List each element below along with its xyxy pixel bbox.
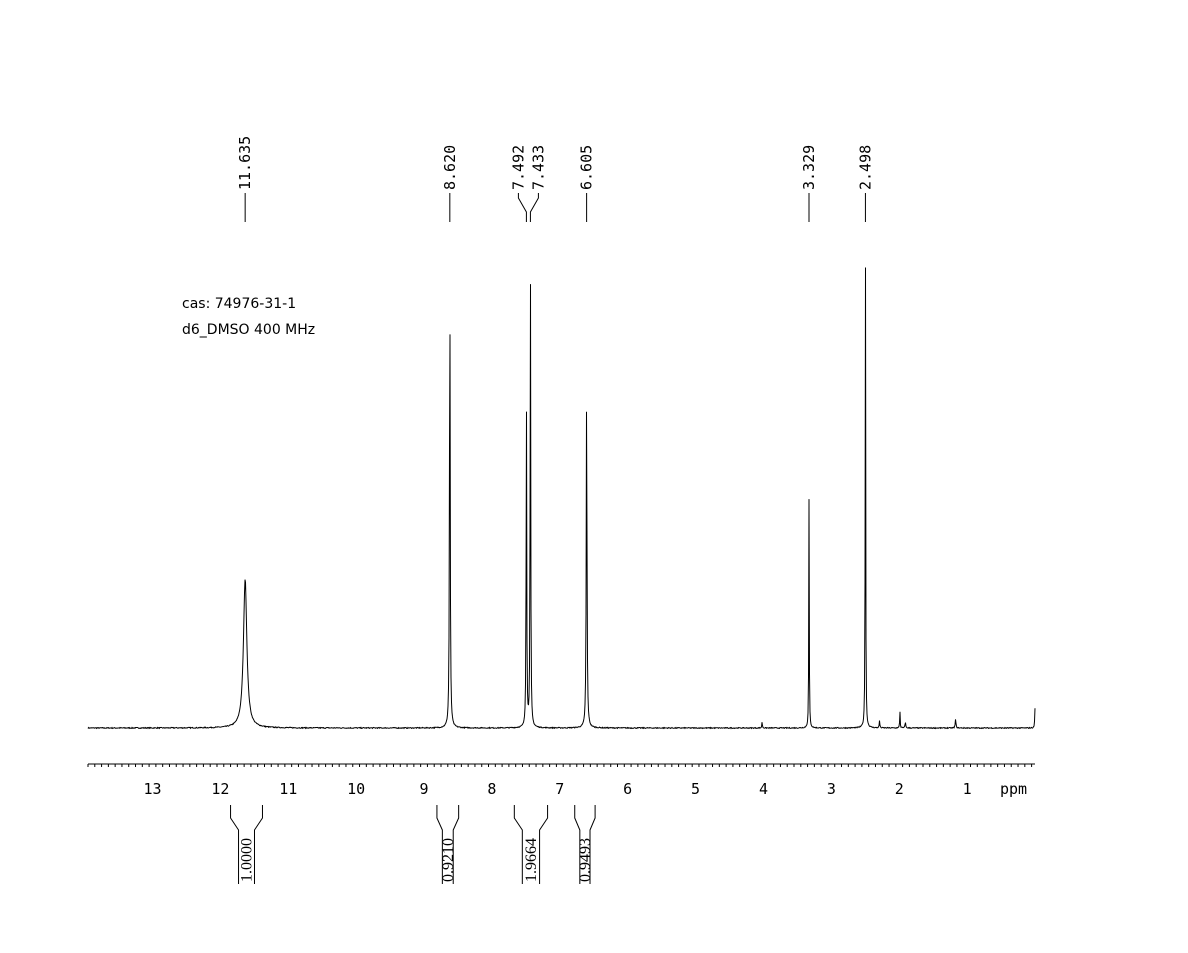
integral-region: 1.0000 xyxy=(230,805,263,884)
peak-label-text: 8.620 xyxy=(441,145,459,190)
integral-bracket-right xyxy=(452,805,460,884)
x-tick-label: 7 xyxy=(555,780,564,798)
x-tick-label: 4 xyxy=(759,780,768,798)
x-tick-label: 1 xyxy=(963,780,972,798)
peak-label-text: 7.433 xyxy=(529,145,547,190)
peak-label: 3.329 xyxy=(800,145,818,222)
integral-bracket-left xyxy=(574,805,581,884)
integral-value: 1.0000 xyxy=(239,838,256,882)
peak-label-text: 2.498 xyxy=(856,145,874,190)
x-tick-label: 2 xyxy=(895,780,904,798)
peak-label: 2.498 xyxy=(856,145,874,222)
x-tick-label: 12 xyxy=(211,780,229,798)
spectrum-trace xyxy=(87,267,1036,730)
x-tick-label: 5 xyxy=(691,780,700,798)
integral-bracket-left xyxy=(230,805,240,884)
sample-cas-label: cas: 74976-31-1 xyxy=(182,296,297,312)
peak-label: 7.433 xyxy=(529,145,547,222)
peak-label: 7.492 xyxy=(509,145,527,222)
peak-label-text: 6.605 xyxy=(578,145,596,190)
peak-label-leader xyxy=(517,193,527,222)
integral-region: 0.9493 xyxy=(574,805,596,884)
integral-region: 1.9664 xyxy=(513,805,549,884)
peak-label: 6.605 xyxy=(578,145,596,222)
integral-bracket-left xyxy=(513,805,523,884)
integral-value: 1.9664 xyxy=(523,838,540,882)
x-tick-label: 6 xyxy=(623,780,632,798)
peak-label-leader xyxy=(529,193,539,222)
integral-bracket-left xyxy=(436,805,443,884)
peak-label: 11.635 xyxy=(236,136,254,222)
integral-value: 0.9493 xyxy=(577,838,594,882)
x-tick-label: 11 xyxy=(279,780,297,798)
sample-solvent-label: d6_DMSO 400 MHz xyxy=(182,322,316,338)
x-tick-label: 10 xyxy=(347,780,365,798)
peak-labels: 11.635 8.620 7.492 7.433 6.605 3.329 2.498 xyxy=(236,136,874,222)
integral-bracket-right xyxy=(589,805,596,884)
peak-label-text: 7.492 xyxy=(509,145,527,190)
peak-label-text: 3.329 xyxy=(800,145,818,190)
x-tick-label: 3 xyxy=(827,780,836,798)
x-tick-label: 13 xyxy=(143,780,161,798)
peak-label: 8.620 xyxy=(441,145,459,222)
integral-region: 0.9210 xyxy=(436,805,460,884)
x-tick-label: 9 xyxy=(420,780,429,798)
x-axis-label: ppm xyxy=(1000,780,1027,798)
integral-bracket-right xyxy=(539,805,549,884)
peak-label-text: 11.635 xyxy=(236,136,254,190)
integral-bracket-right xyxy=(253,805,263,884)
integrals: 1.0000 0.9210 1.9664 0.9493 xyxy=(230,805,596,884)
spectrum-trace-group xyxy=(87,267,1036,730)
x-axis: 13 12 11 10 9 8 7 6 5 4 3 2 1 ppm xyxy=(87,763,1035,798)
integral-value: 0.9210 xyxy=(440,838,457,882)
x-tick-label: 8 xyxy=(487,780,496,798)
